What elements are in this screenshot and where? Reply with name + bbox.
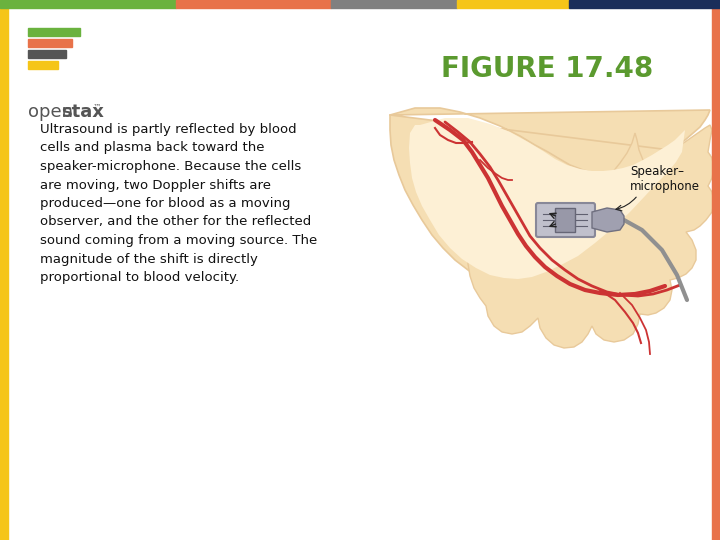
Bar — [457, 0, 569, 8]
Bar — [331, 0, 457, 8]
Polygon shape — [409, 118, 685, 279]
Bar — [712, 0, 720, 540]
Bar — [569, 0, 720, 8]
Text: FIGURE 17.48: FIGURE 17.48 — [441, 55, 653, 83]
Polygon shape — [390, 108, 710, 294]
Text: stax: stax — [61, 103, 104, 121]
Bar — [28, 61, 58, 69]
Bar — [28, 39, 72, 47]
FancyBboxPatch shape — [536, 203, 595, 237]
Polygon shape — [468, 125, 714, 348]
Bar — [555, 208, 575, 232]
Polygon shape — [592, 208, 624, 232]
Bar — [0, 0, 8, 540]
Bar — [176, 0, 331, 8]
Bar — [28, 50, 66, 58]
Bar — [28, 28, 80, 36]
Text: Ultrasound is partly reflected by blood
cells and plasma back toward the
speaker: Ultrasound is partly reflected by blood … — [40, 123, 318, 284]
Text: Speaker–
microphone: Speaker– microphone — [630, 165, 700, 193]
Bar — [0, 0, 176, 8]
Text: open: open — [28, 103, 73, 121]
Text: ™: ™ — [93, 103, 102, 112]
